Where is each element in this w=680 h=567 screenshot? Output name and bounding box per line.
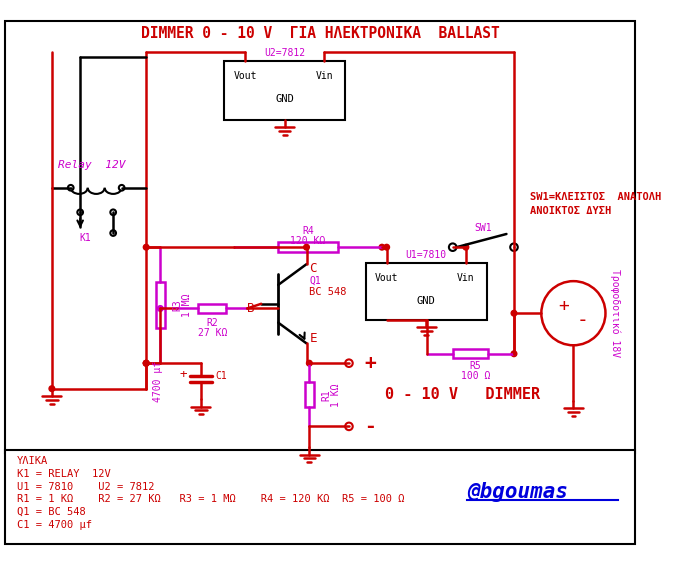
Circle shape (510, 243, 517, 251)
Circle shape (345, 359, 353, 367)
Text: U2=7812: U2=7812 (265, 48, 305, 58)
Bar (199, 304, 226, 313)
Circle shape (110, 230, 116, 236)
Circle shape (345, 422, 353, 430)
Text: R1 = 1 KΩ    R2 = 27 KΩ   R3 = 1 MΩ    R4 = 120 KΩ  R5 = 100 Ω: R1 = 1 KΩ R2 = 27 KΩ R3 = 1 MΩ R4 = 120 … (17, 494, 405, 505)
Bar (224, 61, 345, 120)
Circle shape (463, 244, 469, 250)
Text: DIMMER 0 - 10 V  ΓΙΑ ΗΛΕΚΤΡΟΝΙΚΑ  BALLAST: DIMMER 0 - 10 V ΓΙΑ ΗΛΕΚΤΡΟΝΙΚΑ BALLAST (141, 26, 500, 41)
Text: 27 KΩ: 27 KΩ (197, 328, 227, 338)
Text: +: + (180, 368, 187, 381)
Bar (5, 450, 634, 544)
Circle shape (511, 351, 517, 357)
Text: Relay  12V: Relay 12V (58, 160, 126, 170)
Text: Vout: Vout (233, 71, 257, 82)
Text: K1: K1 (79, 233, 90, 243)
Text: Vin: Vin (316, 71, 333, 82)
Text: R1: R1 (322, 389, 332, 401)
Text: -: - (364, 417, 376, 436)
Text: 0 - 10 V   DIMMER: 0 - 10 V DIMMER (385, 387, 540, 402)
Circle shape (304, 244, 309, 250)
Text: +: + (364, 354, 376, 373)
Bar (366, 263, 487, 320)
Circle shape (143, 244, 149, 250)
Circle shape (49, 386, 54, 391)
Circle shape (379, 244, 385, 250)
Text: GND: GND (275, 94, 294, 104)
Text: Q1: Q1 (309, 276, 321, 286)
Bar (305, 382, 314, 408)
Circle shape (143, 361, 149, 366)
Text: B: B (247, 302, 254, 315)
Text: SW1: SW1 (475, 223, 492, 234)
Text: 120 KΩ: 120 KΩ (290, 236, 326, 246)
Text: E: E (309, 332, 317, 345)
Circle shape (541, 281, 605, 345)
Circle shape (384, 244, 390, 250)
Circle shape (78, 209, 83, 215)
Text: ΑΝΟΙΚΤΟΣ ΔΥΣΗ: ΑΝΟΙΚΤΟΣ ΔΥΣΗ (530, 206, 611, 217)
Bar (5, 21, 634, 453)
Text: 1 MΩ: 1 MΩ (182, 294, 192, 317)
Circle shape (449, 243, 456, 251)
Text: 4700 μf: 4700 μf (154, 361, 163, 401)
Text: U1=7810: U1=7810 (406, 249, 447, 260)
Bar (454, 349, 488, 358)
Text: C1: C1 (215, 371, 226, 382)
Text: R5: R5 (469, 361, 481, 371)
Text: Vin: Vin (457, 273, 475, 284)
Circle shape (158, 306, 163, 311)
Text: C1 = 4700 μf: C1 = 4700 μf (17, 520, 92, 530)
Circle shape (119, 185, 124, 191)
Circle shape (511, 310, 517, 316)
Text: R3: R3 (173, 299, 183, 311)
Text: BC 548: BC 548 (309, 287, 347, 298)
Circle shape (110, 209, 116, 215)
Circle shape (307, 361, 312, 366)
Text: -: - (577, 311, 589, 330)
Text: @bgoumas: @bgoumas (467, 483, 568, 502)
Text: C: C (309, 263, 317, 276)
Text: K1 = RELAY  12V: K1 = RELAY 12V (17, 469, 111, 479)
Circle shape (143, 361, 149, 366)
Text: ΥΛΙΚΑ: ΥΛΙΚΑ (17, 456, 48, 466)
Text: Q1 = BC 548: Q1 = BC 548 (17, 507, 86, 517)
Text: U1 = 7810    U2 = 7812: U1 = 7810 U2 = 7812 (17, 482, 154, 492)
Text: 100 Ω: 100 Ω (460, 371, 490, 382)
Bar (278, 243, 337, 252)
Text: 1 KΩ: 1 KΩ (331, 383, 341, 407)
Text: Vout: Vout (375, 273, 398, 284)
Text: R2: R2 (206, 318, 218, 328)
Circle shape (143, 361, 149, 366)
Text: +: + (558, 297, 569, 315)
Text: GND: GND (417, 296, 436, 306)
Text: R4: R4 (302, 226, 313, 236)
Text: SW1=ΚΛΕΙΣΤΟΣ  ΑΝΑΤΟΛΗ: SW1=ΚΛΕΙΣΤΟΣ ΑΝΑΤΟΛΗ (530, 192, 661, 202)
Circle shape (68, 185, 73, 191)
Bar (156, 282, 165, 328)
Text: Τροφοδοτικό 18V: Τροφοδοτικό 18V (610, 269, 620, 357)
